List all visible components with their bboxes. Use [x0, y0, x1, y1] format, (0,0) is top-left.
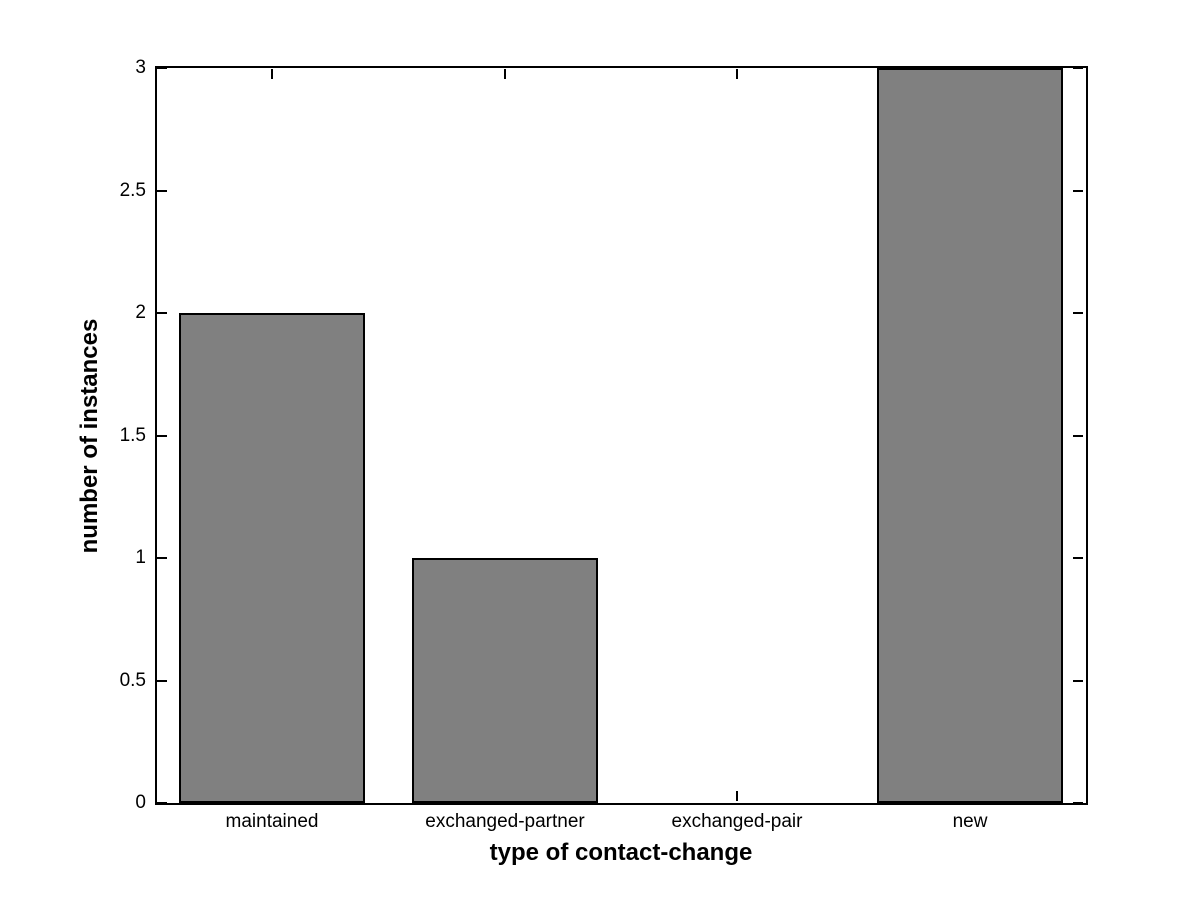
- y-axis-tick-left: [157, 189, 167, 192]
- y-tick-label: 0.5: [119, 670, 146, 691]
- x-tick-label: new: [952, 811, 988, 832]
- x-tick-label: exchanged-pair: [671, 811, 803, 832]
- x-axis-tick-top: [271, 69, 274, 79]
- y-axis-tick-right: [1073, 67, 1083, 69]
- y-axis-tick-left: [157, 802, 167, 804]
- y-tick-label: 1: [135, 547, 146, 568]
- y-tick-label: 3: [135, 57, 146, 78]
- y-axis-tick-right: [1073, 189, 1083, 192]
- y-axis-tick-left: [157, 434, 167, 437]
- y-axis-tick-left: [157, 679, 167, 682]
- bar-exchanged-partner: [412, 558, 598, 803]
- bar-maintained: [179, 313, 365, 803]
- x-axis-tick-top: [503, 69, 506, 79]
- x-axis-label: type of contact-change: [489, 839, 753, 866]
- y-axis-tick-left: [157, 557, 167, 559]
- bar-new: [877, 68, 1063, 803]
- y-tick-label: 1.5: [119, 425, 146, 446]
- y-tick-label: 2.5: [119, 180, 146, 201]
- y-axis-tick-left: [157, 312, 167, 314]
- x-axis-tick-top: [736, 69, 739, 79]
- y-axis-tick-right: [1073, 679, 1083, 682]
- x-tick-label: maintained: [225, 811, 319, 832]
- y-tick-label: 0: [135, 792, 146, 813]
- y-axis-tick-right: [1073, 434, 1083, 437]
- y-tick-label: 2: [135, 302, 146, 323]
- y-axis-tick-right: [1073, 312, 1083, 314]
- y-axis-tick-right: [1073, 802, 1083, 804]
- y-axis-tick-left: [157, 67, 167, 69]
- x-tick-label: exchanged-partner: [425, 811, 585, 832]
- x-axis-tick-bottom: [736, 791, 739, 801]
- y-axis-tick-right: [1073, 557, 1083, 559]
